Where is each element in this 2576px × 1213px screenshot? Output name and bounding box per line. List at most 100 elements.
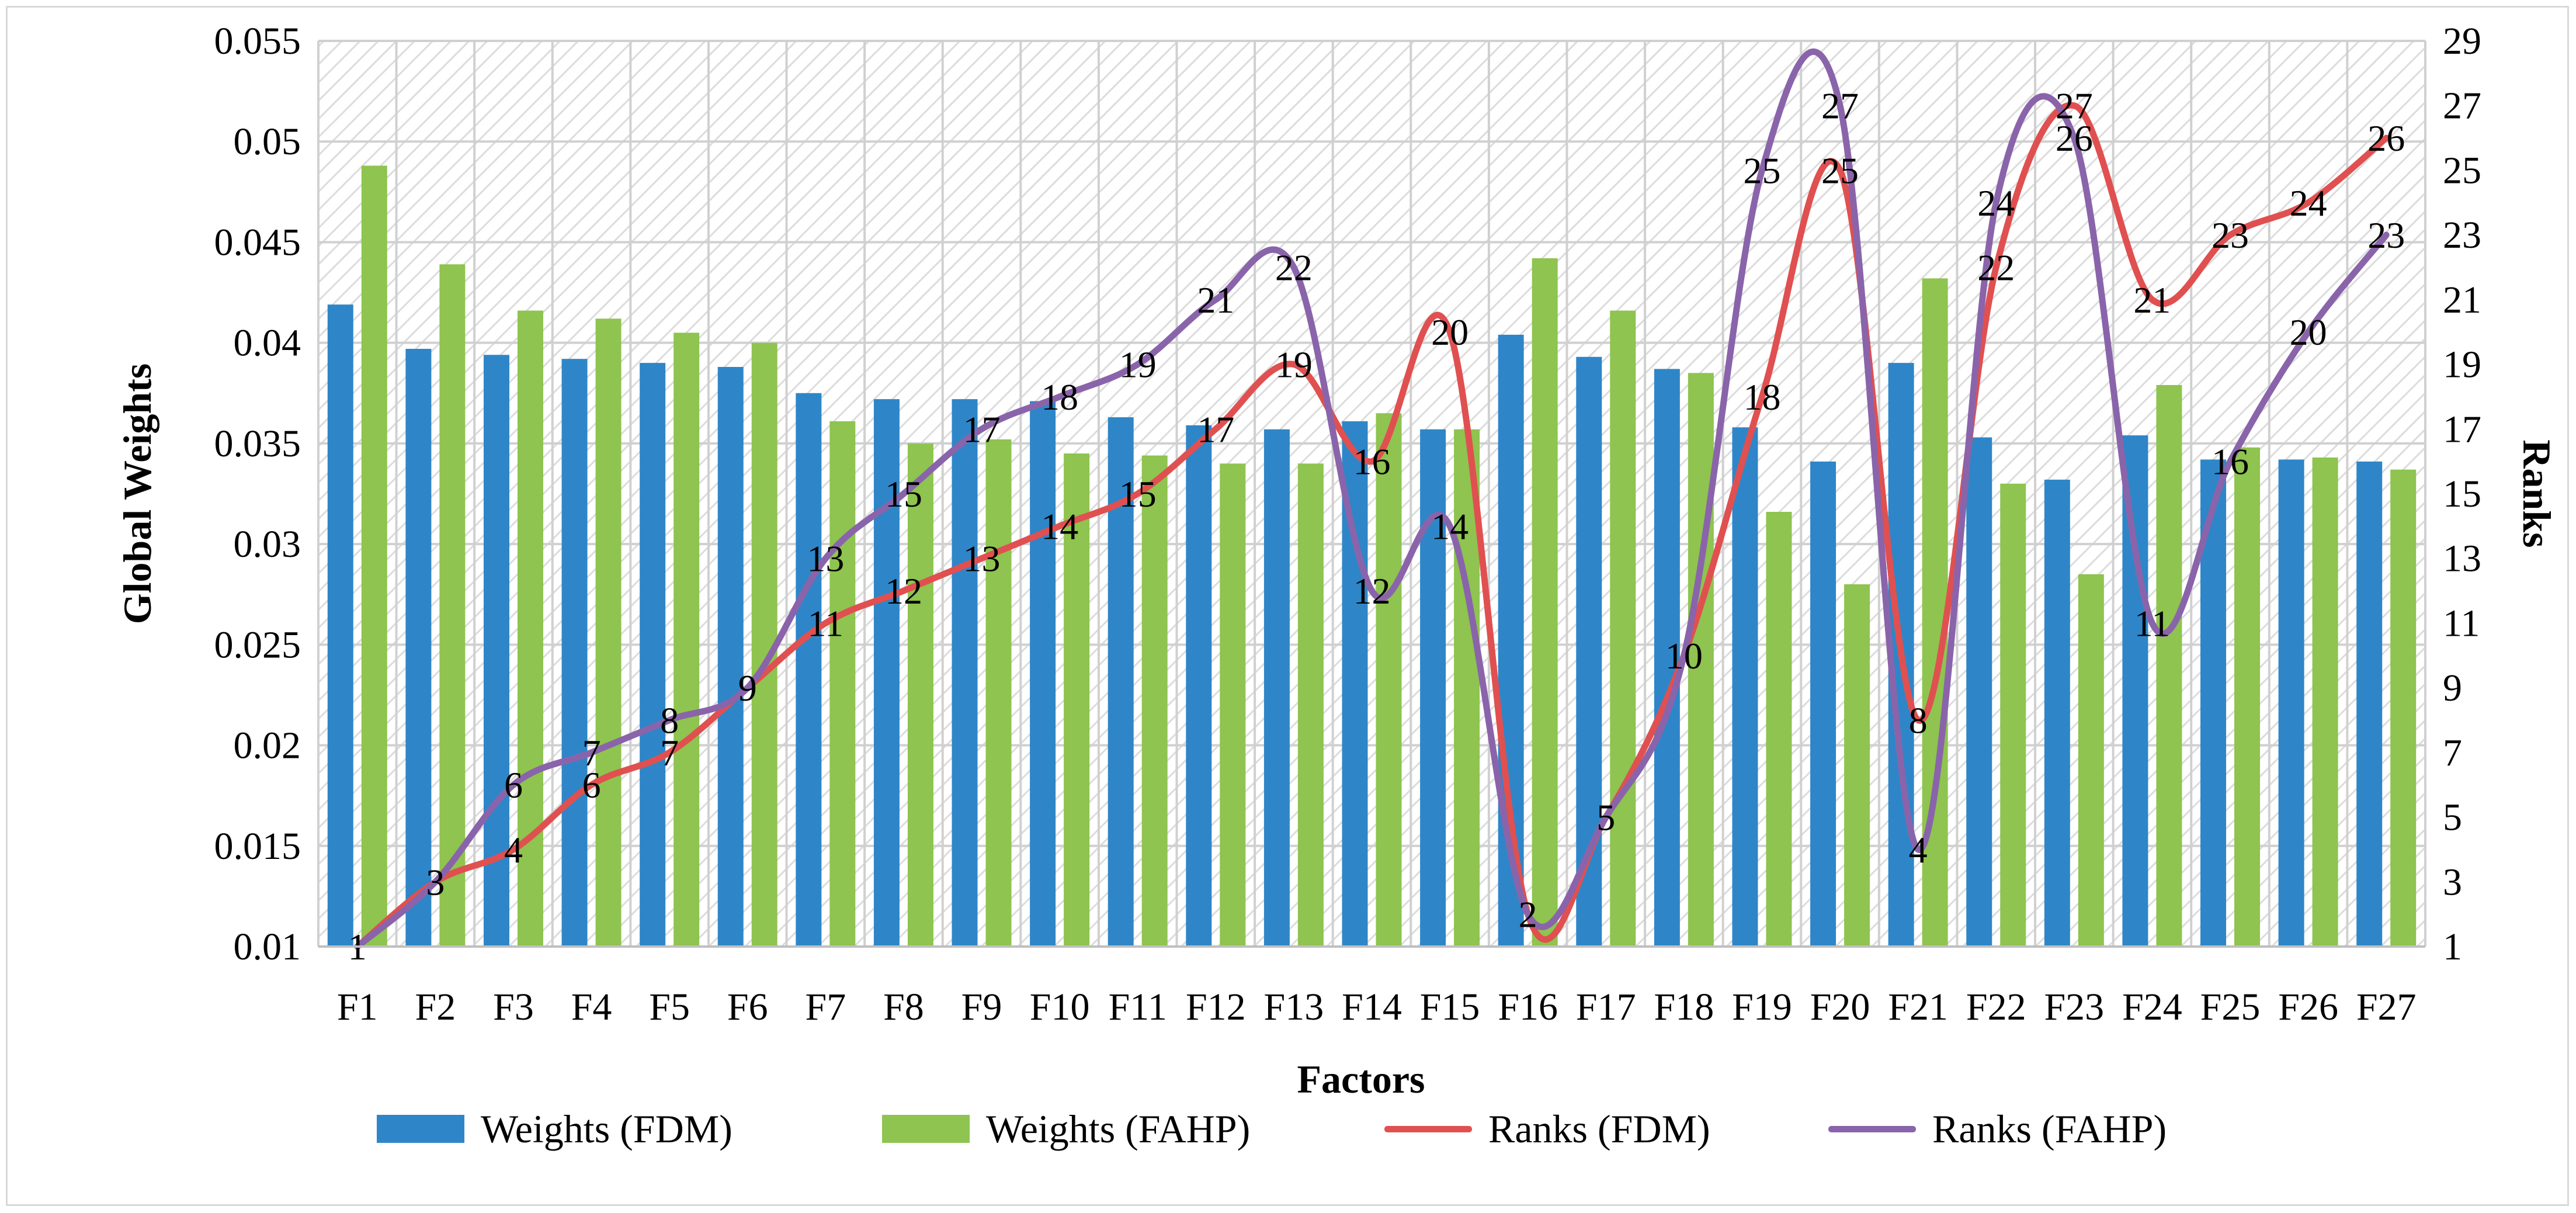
x-tick-label: F1 <box>337 986 378 1028</box>
bar-weights-fahp <box>2078 574 2104 947</box>
label-rank-fahp: 20 <box>2290 311 2327 353</box>
label-rank-fahp: 13 <box>807 538 844 580</box>
label-rank-fahp: 11 <box>2134 602 2171 644</box>
y-tick-label: 0.02 <box>234 725 301 767</box>
bar-weights-fahp <box>673 332 700 947</box>
bar-weights-fahp <box>1297 463 1324 947</box>
line-ranks-fahp <box>354 48 2390 950</box>
y-tick-label: 0.035 <box>214 422 301 465</box>
x-tick-label: F7 <box>805 986 846 1028</box>
label-rank-fdm: 27 <box>2056 85 2093 127</box>
bar-weights-fahp <box>2390 469 2417 947</box>
y2-tick-label: 15 <box>2443 473 2481 515</box>
label-rank-fahp: 15 <box>885 473 922 515</box>
bar-weights-fdm <box>1732 427 1758 947</box>
x-tick-label: F15 <box>1420 986 1480 1028</box>
label-rank-fdm: 10 <box>1665 635 1703 677</box>
y2-axis-title: Ranks <box>2515 439 2559 547</box>
legend-item-ranks-fahp[interactable]: Ranks (FAHP) <box>1828 1105 2167 1152</box>
x-tick-label: F26 <box>2278 986 2338 1028</box>
label-rank-fahp: 14 <box>1431 505 1468 547</box>
y-tick-label: 0.025 <box>214 623 301 666</box>
bar-weights-fahp <box>1064 453 1090 947</box>
bar-weights-fahp <box>439 264 466 947</box>
legend-swatch-ranks-fdm <box>1384 1125 1472 1132</box>
label-rank-fdm: 17 <box>1197 408 1234 450</box>
bar-weights-fahp <box>1766 512 1792 947</box>
x-tick-label: F13 <box>1264 986 1324 1028</box>
x-tick-label: F21 <box>1888 986 1948 1028</box>
label-rank-fahp: 26 <box>2056 117 2093 159</box>
label-rank-fahp: 21 <box>1197 279 1234 321</box>
y-tick-label: 0.01 <box>234 926 301 968</box>
bar-weights-fahp <box>1688 373 1714 947</box>
y2-tick-label: 25 <box>2443 149 2481 192</box>
y-tick-label: 0.055 <box>214 20 301 63</box>
label-rank-fdm: 22 <box>1977 247 2015 289</box>
y2-tick-label: 17 <box>2443 408 2481 450</box>
bar-weights-fahp <box>2234 447 2261 947</box>
bar-weights-fdm <box>1966 437 1992 947</box>
y2-tick-label: 13 <box>2443 538 2481 580</box>
x-tick-label: F2 <box>415 986 456 1028</box>
x-tick-label: F14 <box>1342 986 1402 1028</box>
label-rank-fahp: 25 <box>1743 150 1780 191</box>
x-tick-label: F22 <box>1966 986 2026 1028</box>
x-tick-label: F12 <box>1186 986 1246 1028</box>
x-axis-title: Factors <box>1297 1057 1425 1101</box>
legend-label-weights-fdm: Weights (FDM) <box>481 1106 732 1151</box>
x-tick-label: F4 <box>571 986 612 1028</box>
bar-weights-fdm <box>1186 425 1212 947</box>
legend: Weights (FDM) Weights (FAHP) Ranks (FDM)… <box>0 1105 2576 1152</box>
label-rank-fdm: 23 <box>2212 214 2249 256</box>
x-tick-label: F5 <box>649 986 690 1028</box>
y-tick-label: 0.05 <box>234 120 301 163</box>
bar-weights-fdm <box>952 399 978 947</box>
label-rank-fdm: 9 <box>738 667 757 709</box>
rank-lines <box>354 48 2390 950</box>
label-rank-fdm: 11 <box>808 602 844 644</box>
legend-swatch-ranks-fahp <box>1828 1125 1916 1132</box>
y-tick-label: 0.03 <box>234 523 301 566</box>
label-rank-fahp: 4 <box>1909 829 1928 871</box>
bar-weights-fdm <box>561 359 588 947</box>
label-rank-fahp: 7 <box>582 732 601 774</box>
line-ranks-fdm <box>354 102 2390 950</box>
bar-weights-fdm <box>796 393 822 947</box>
label-rank-fdm: 5 <box>1596 797 1615 838</box>
y2-tick-label: 27 <box>2443 85 2481 127</box>
y2-tick-label: 3 <box>2443 861 2462 903</box>
legend-swatch-weights-fdm <box>377 1115 464 1143</box>
y-tick-label: 0.04 <box>234 322 301 365</box>
x-tick-label: F6 <box>727 986 768 1028</box>
bar-weights-fdm <box>1030 401 1056 947</box>
bar-weights-fdm <box>873 399 900 947</box>
axes: 0.01 0.015 0.02 0.025 0.03 0.035 0.04 0.045 0.05… <box>115 20 2559 1101</box>
bar-weights-fahp <box>907 443 933 947</box>
x-tick-label: F25 <box>2200 986 2261 1028</box>
bar-weights-fdm <box>405 349 432 947</box>
legend-item-weights-fdm[interactable]: Weights (FDM) <box>377 1105 732 1152</box>
y2-tick-label: 19 <box>2443 344 2481 386</box>
x-tick-label: F10 <box>1030 986 1090 1028</box>
bar-weights-fdm <box>2122 435 2148 947</box>
label-rank-fahp: 24 <box>1977 182 2015 224</box>
label-rank-fdm: 16 <box>1353 441 1391 483</box>
label-rank-fdm: 20 <box>1431 311 1468 353</box>
x-tick-label: F27 <box>2356 986 2417 1028</box>
label-rank-fahp: 10 <box>1665 635 1703 677</box>
label-rank-fdm: 7 <box>660 732 679 774</box>
y2-tick-label: 29 <box>2443 20 2481 63</box>
bar-weights-fahp <box>1532 258 1558 947</box>
legend-item-ranks-fdm[interactable]: Ranks (FDM) <box>1384 1105 1710 1152</box>
bar-weights-fahp <box>2312 458 2338 947</box>
y2-tick-label: 7 <box>2443 732 2462 774</box>
y2-tick-label: 5 <box>2443 796 2462 839</box>
label-rank-fdm: 6 <box>582 764 601 806</box>
label-rank-fahp: 8 <box>660 700 679 741</box>
label-rank-fdm: 12 <box>885 570 922 612</box>
bar-weights-fahp <box>985 439 1012 947</box>
y-axis-title: Global Weights <box>115 363 159 625</box>
label-rank-fdm: 18 <box>1743 376 1780 418</box>
legend-item-weights-fahp[interactable]: Weights (FAHP) <box>882 1105 1250 1152</box>
